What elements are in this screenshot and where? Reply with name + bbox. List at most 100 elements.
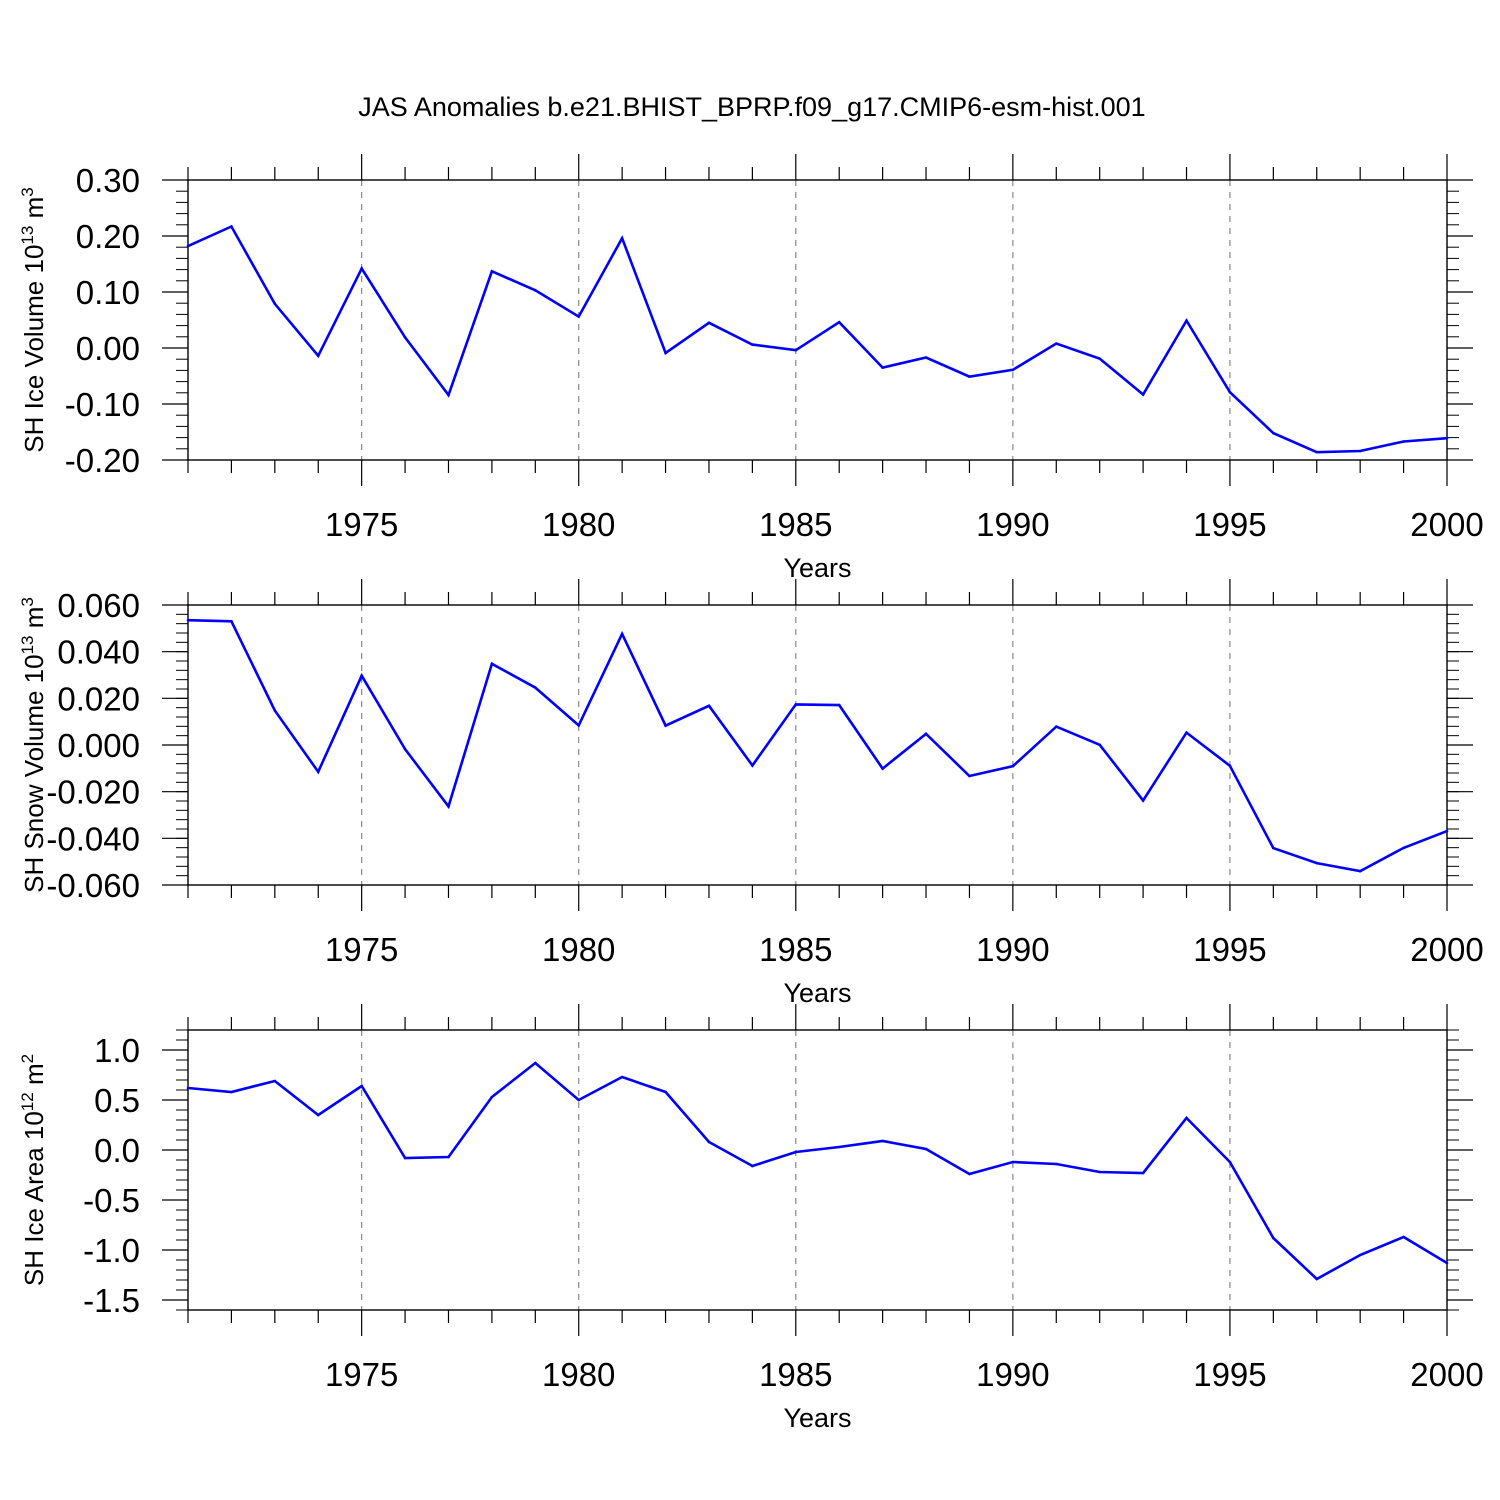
chart-panel-3: -1.5 -1.0 -0.5 0.0 0.5 1.0 1975 1980 1985 1990 199… xyxy=(18,1004,1484,1433)
data-point xyxy=(1011,368,1015,372)
data-point xyxy=(490,269,494,273)
data-point xyxy=(837,703,841,707)
data-point xyxy=(1315,1277,1319,1281)
data-point xyxy=(534,1061,537,1065)
data-point xyxy=(316,354,320,358)
data-point xyxy=(794,1150,798,1154)
x-tick-label: 2000 xyxy=(1410,1356,1483,1393)
data-point xyxy=(620,236,624,240)
data-point xyxy=(534,686,537,689)
x-tick-label: 1990 xyxy=(976,506,1049,543)
data-point xyxy=(1141,393,1145,396)
x-tick-label: 1995 xyxy=(1193,1356,1266,1393)
data-point xyxy=(968,375,971,378)
data-point xyxy=(664,1090,667,1094)
data-point xyxy=(1185,1116,1188,1120)
chart-panels: -0.20 -0.10 0.00 0.10 0.20 0.30 1975 1980 1985 19… xyxy=(18,154,1484,1433)
data-point xyxy=(186,244,190,248)
y-axis-label: SH Ice Area 1012 m2 xyxy=(18,1054,49,1286)
data-point xyxy=(1402,440,1405,443)
data-point xyxy=(1445,829,1449,833)
plot-frame xyxy=(187,604,1448,886)
x-tick-label: 1990 xyxy=(976,1356,1049,1393)
data-point xyxy=(1272,431,1275,435)
data-point xyxy=(1315,861,1319,865)
data-point xyxy=(316,1113,320,1117)
data-line xyxy=(187,224,1448,454)
data-point xyxy=(230,620,233,623)
data-point xyxy=(881,366,884,369)
data-point xyxy=(1402,1235,1405,1239)
x-tick-label: 1975 xyxy=(325,1356,398,1393)
data-point xyxy=(1228,764,1232,768)
data-point xyxy=(447,1155,450,1159)
data-point xyxy=(403,1156,407,1160)
y-axis-label: SH Ice Volume 1013 m3 xyxy=(18,187,49,452)
data-point xyxy=(1445,436,1449,440)
data-point xyxy=(1445,1261,1449,1265)
x-tick-label: 1985 xyxy=(759,931,832,968)
data-line xyxy=(187,618,1448,873)
data-point xyxy=(751,343,754,346)
data-point xyxy=(403,747,407,751)
y-tick-label: -0.060 xyxy=(46,867,140,904)
y-tick-label: 0.20 xyxy=(76,218,140,255)
x-axis-label: Years xyxy=(783,1403,851,1433)
plot-frame xyxy=(187,1029,1448,1311)
y-tick-label: -1.5 xyxy=(83,1282,140,1319)
data-point xyxy=(924,1147,928,1151)
data-point xyxy=(1358,1253,1362,1257)
data-point xyxy=(1141,799,1145,802)
y-axis-label: SH Snow Volume 1013 m3 xyxy=(18,597,49,893)
data-point xyxy=(1272,1236,1275,1240)
data-point xyxy=(751,1164,754,1168)
x-tick-label: 1995 xyxy=(1193,506,1266,543)
data-point xyxy=(1141,1171,1145,1175)
data-point xyxy=(881,767,884,770)
data-point xyxy=(1098,743,1101,747)
data-point xyxy=(1228,390,1232,394)
data-point xyxy=(1272,846,1275,850)
data-point xyxy=(1358,869,1362,873)
data-point xyxy=(620,1075,624,1079)
y-tick-label: -0.10 xyxy=(65,386,140,423)
chart-panel-1: -0.20 -0.10 0.00 0.10 0.20 0.30 1975 1980 1985 19… xyxy=(18,154,1484,583)
data-point xyxy=(968,1172,971,1176)
x-tick-label: 1985 xyxy=(759,506,832,543)
x-tick-label: 1995 xyxy=(1193,931,1266,968)
data-point xyxy=(1054,1162,1058,1166)
y-tick-label: -0.20 xyxy=(65,442,140,479)
data-point xyxy=(577,724,581,727)
x-axis-label: Years xyxy=(783,978,851,1008)
x-tick-label: 1980 xyxy=(542,931,615,968)
x-tick-label: 1985 xyxy=(759,1356,832,1393)
x-tick-label: 2000 xyxy=(1410,506,1483,543)
y-tick-label: 0.0 xyxy=(94,1132,140,1169)
y-tick-label: 0.10 xyxy=(76,274,140,311)
data-point xyxy=(751,764,754,767)
chart-panel-2: -0.060 -0.040 -0.020 0.000 0.020 0.040 0.060 19… xyxy=(18,579,1484,1008)
data-point xyxy=(924,356,928,359)
data-point xyxy=(360,674,363,677)
data-point xyxy=(577,1098,581,1102)
data-point xyxy=(1185,731,1188,734)
data-point xyxy=(1054,725,1058,728)
data-point xyxy=(794,348,798,352)
data-point xyxy=(707,321,711,325)
data-point xyxy=(1011,764,1015,768)
data-point xyxy=(230,1090,233,1094)
plot-frame xyxy=(187,179,1448,461)
data-point xyxy=(881,1139,884,1143)
x-tick-label: 1980 xyxy=(542,1356,615,1393)
data-point xyxy=(1098,357,1101,360)
y-tick-label: -0.020 xyxy=(46,774,140,811)
y-tick-label: 0.5 xyxy=(94,1082,140,1119)
data-point xyxy=(1402,846,1405,850)
data-point xyxy=(534,289,537,292)
data-point xyxy=(1315,450,1319,454)
data-point xyxy=(968,774,971,778)
x-axis-label: Years xyxy=(783,553,851,583)
data-point xyxy=(230,225,233,228)
data-point xyxy=(1185,319,1188,322)
